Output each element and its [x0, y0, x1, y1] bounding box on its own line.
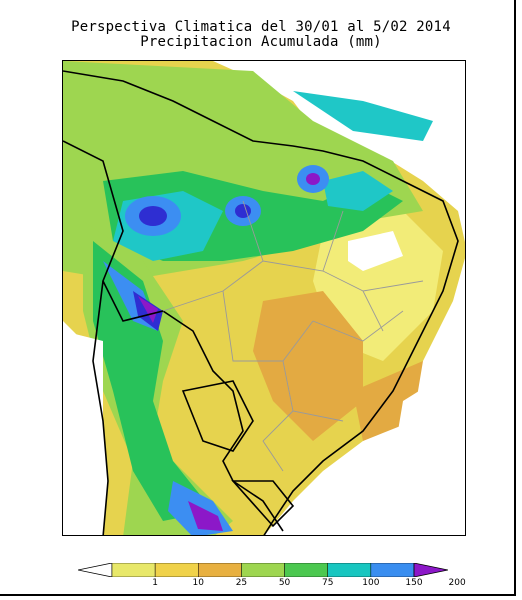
cyan-north — [323, 171, 393, 211]
dry-patch-northeast — [348, 231, 403, 271]
colorbar-segment — [241, 562, 285, 578]
colorbar-segment — [327, 562, 372, 578]
purple-south — [188, 501, 223, 531]
colorbar-tick-label: 10 — [192, 578, 205, 588]
colorbar-low-end — [77, 562, 113, 578]
precipitation-map — [62, 60, 466, 536]
frame-bottom-edge — [0, 594, 516, 596]
colorbar-tick-label: 100 — [362, 578, 380, 588]
coastline — [63, 70, 459, 535]
precipitation-colorbar — [77, 562, 449, 584]
country-border-uruguay — [231, 480, 295, 528]
map-subtitle: Precipitacion Acumulada (mm) — [140, 34, 382, 50]
frame-right-edge — [514, 0, 516, 594]
ocean-southeast — [383, 362, 465, 535]
country-border-paraguay — [181, 380, 254, 452]
colorbar-segment — [284, 562, 328, 578]
colorbar-tick-label: 50 — [278, 578, 291, 588]
navy-core-2 — [235, 204, 251, 218]
purple-andes — [138, 296, 158, 323]
map-title: Perspectiva Climatica del 30/01 al 5/02 … — [71, 19, 451, 35]
colorbar-segment — [154, 562, 199, 578]
colorbar-segment — [111, 562, 156, 578]
colorbar-tick-label: 1 — [152, 578, 159, 588]
colorbar-tick-label: 75 — [321, 578, 334, 588]
greendark-andes — [93, 241, 213, 521]
colorbar-tick-label: 200 — [448, 578, 466, 588]
colorbar-segment — [370, 562, 415, 578]
state-lines — [162, 200, 424, 472]
colorbar-strip — [77, 562, 449, 578]
orange-zone — [253, 291, 363, 441]
country-border-andes — [92, 280, 109, 535]
purple-core-3 — [306, 173, 320, 185]
map-canvas — [63, 61, 465, 535]
colorbar-high-end — [413, 562, 449, 578]
country-border-west — [63, 140, 284, 532]
colorbar-tick-label: 150 — [405, 578, 423, 588]
cyan-coast — [293, 91, 433, 141]
navy-core-1 — [139, 206, 167, 226]
colorbar-segment — [198, 562, 242, 578]
colorbar-tick-label: 25 — [235, 578, 248, 588]
